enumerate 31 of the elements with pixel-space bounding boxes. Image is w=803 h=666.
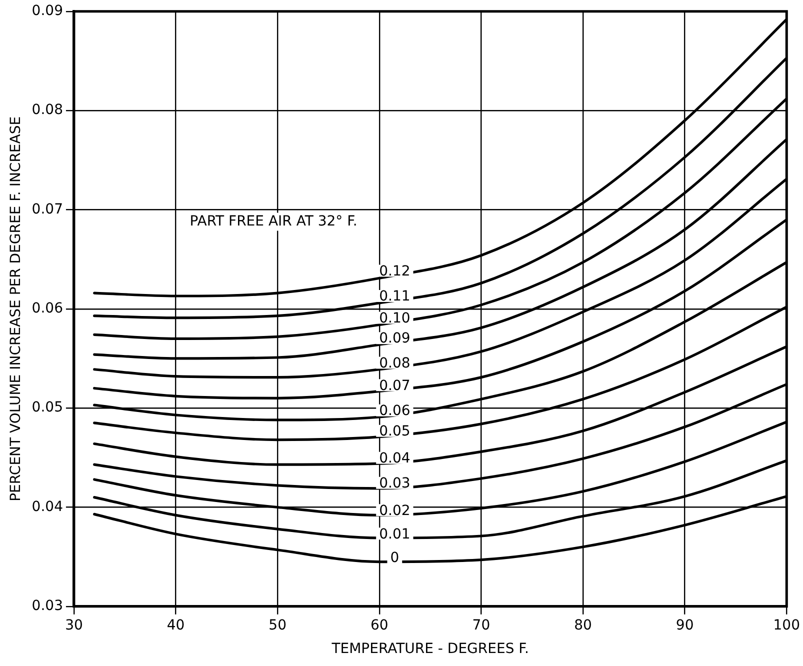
series-label: 0.07 — [379, 378, 410, 394]
legend-title: PART FREE AIR AT 32° F. — [190, 213, 358, 230]
series-label: 0.05 — [379, 424, 410, 440]
x-tick-label: 80 — [574, 617, 592, 634]
y-tick-label: 0.07 — [32, 201, 63, 218]
y-tick-label: 0.05 — [32, 400, 63, 416]
series-label: 0.06 — [379, 402, 410, 419]
series-label: 0.08 — [379, 355, 410, 372]
x-axis-title: TEMPERATURE - DEGREES F. — [330, 641, 529, 658]
series-label: 0.01 — [379, 526, 410, 542]
y-tick-label: 0.04 — [32, 498, 64, 515]
x-tick-label: 100 — [773, 617, 800, 634]
series-label: 0 — [390, 550, 400, 566]
x-tick-label: 40 — [166, 617, 185, 634]
series-label: 0.03 — [379, 476, 410, 492]
y-tick-label: 0.03 — [32, 598, 63, 614]
series-label: 0.11 — [379, 288, 410, 305]
x-tick-label: 30 — [65, 617, 83, 634]
series-label: 0.02 — [379, 502, 410, 519]
series-label: 0.10 — [379, 310, 410, 326]
series-label: 0.09 — [379, 330, 410, 347]
series-label: 0.04 — [379, 450, 410, 466]
x-tick-label: 60 — [370, 617, 388, 634]
x-tick-label: 50 — [268, 617, 287, 634]
y-tick-label: 0.06 — [32, 300, 64, 317]
x-tick-label: 90 — [676, 617, 694, 634]
series-label: 0.12 — [379, 263, 410, 280]
y-tick-label: 0.09 — [32, 3, 63, 20]
x-tick-label: 70 — [472, 617, 490, 634]
y-axis-title: PERCENT VOLUME INCREASE PER DEGREE F. INCREASE — [8, 116, 24, 502]
y-tick-label: 0.08 — [32, 102, 63, 118]
